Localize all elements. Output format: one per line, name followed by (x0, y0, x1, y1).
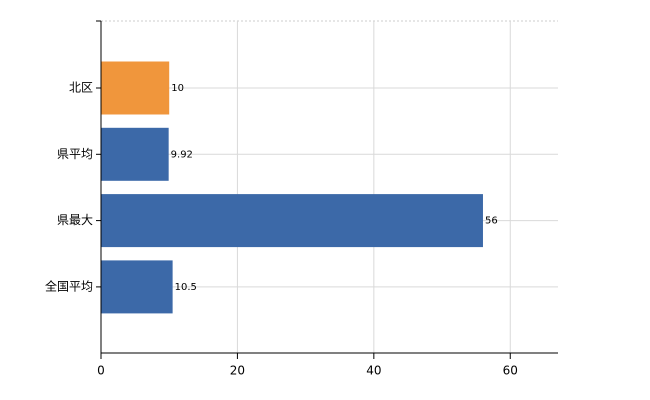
value-label: 10 (171, 83, 184, 94)
value-label: 10.5 (175, 282, 197, 293)
x-tick-label: 20 (230, 364, 245, 378)
x-tick-label: 0 (97, 364, 105, 378)
y-tick-label: 県平均 (57, 147, 93, 161)
value-label: 9.92 (171, 149, 193, 160)
y-tick-label: 全国平均 (45, 278, 93, 293)
bar (101, 260, 173, 314)
x-tick-label: 60 (503, 364, 518, 378)
value-label: 56 (485, 216, 498, 227)
bar (101, 194, 483, 248)
x-tick-label: 40 (366, 364, 381, 378)
bar (101, 127, 169, 181)
y-tick-label: 県最大 (57, 213, 93, 227)
bar (101, 61, 170, 115)
y-tick-label: 北区 (69, 81, 93, 95)
